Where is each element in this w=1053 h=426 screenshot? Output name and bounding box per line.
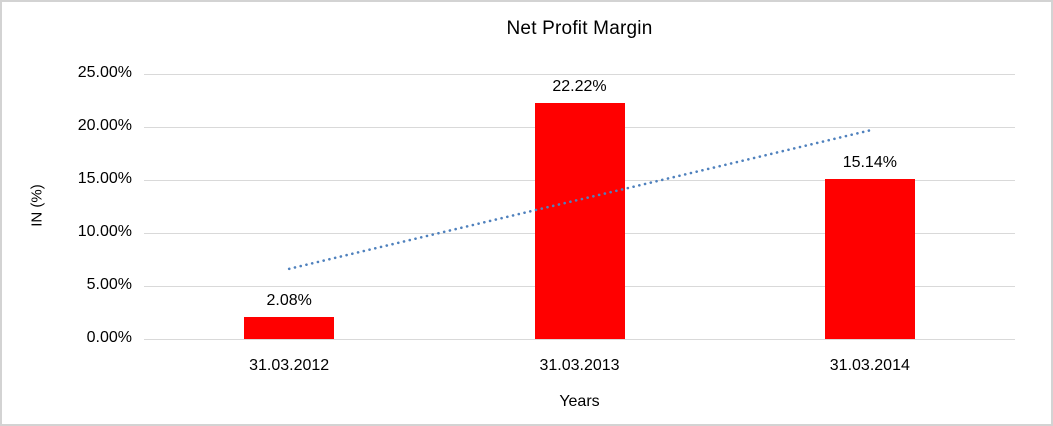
bar-31.03.2014 [824,178,915,339]
gridline [144,74,1015,75]
y-axis-title: IN (%) [28,184,46,227]
y-tick-label: 20.00% [77,117,132,134]
bar-31.03.2012 [244,316,335,339]
plot-area: 2.08% 22.22% 15.14% [144,74,1015,340]
y-tick-label: 5.00% [86,276,132,293]
y-tick-label: 15.00% [77,170,132,187]
data-label: 15.14% [842,153,897,171]
chart-title: Net Profit Margin [506,18,653,39]
y-tick-label: 10.00% [77,223,132,240]
y-tick-label: 25.00% [77,64,132,81]
data-label: 22.22% [552,78,607,96]
x-axis-title: Years [559,393,600,410]
x-tick-label: 31.03.2012 [249,357,330,374]
x-tick-label: 31.03.2013 [539,357,620,374]
trendline [287,129,872,271]
data-label: 2.08% [266,291,312,309]
gridline [144,339,1015,340]
y-tick-label: 0.00% [86,329,132,346]
x-tick-label: 31.03.2014 [829,357,910,374]
bar-31.03.2013 [534,103,625,339]
